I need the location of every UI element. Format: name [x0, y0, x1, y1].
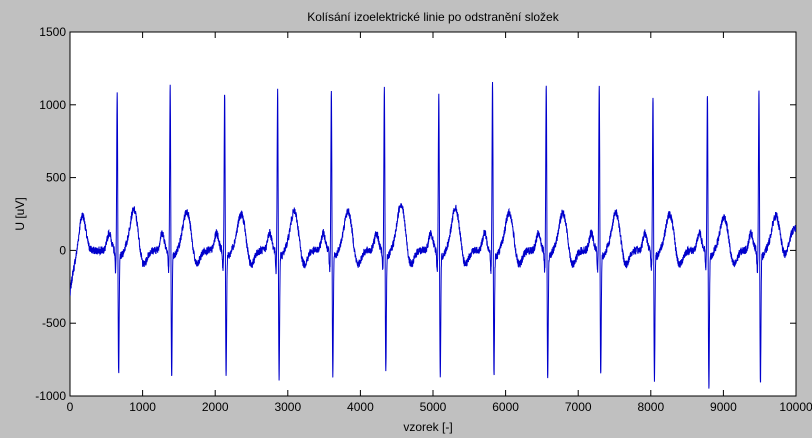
series-line: [70, 81, 796, 389]
x-tick-label: 9000: [710, 400, 737, 414]
x-tick-label: 2000: [202, 400, 229, 414]
x-tick-label: 1000: [129, 400, 156, 414]
y-axis-label: U [uV]: [13, 197, 27, 230]
x-tick-label: 3000: [274, 400, 301, 414]
y-tick-label: 500: [46, 171, 66, 185]
x-tick-label: 7000: [565, 400, 592, 414]
x-axis-label: vzorek [-]: [403, 420, 452, 434]
y-tick-label: 0: [59, 243, 66, 257]
x-tick-label: 5000: [420, 400, 447, 414]
y-tick-label: 1000: [39, 98, 66, 112]
x-tick-label: 0: [67, 400, 74, 414]
x-tick-label: 4000: [347, 400, 374, 414]
y-tick-label: 1500: [39, 25, 66, 39]
y-tick-label: -500: [42, 316, 66, 330]
axis-ticks: [69, 31, 797, 397]
x-tick-label: 8000: [637, 400, 664, 414]
x-tick-label: 6000: [492, 400, 519, 414]
x-tick-label: 10000: [779, 400, 812, 414]
y-tick-label: -1000: [35, 389, 66, 403]
plot-area: [69, 31, 797, 397]
axis-tick-labels: 0 1000 2000 3000 4000 5000 6000 7000 8000 9000 100…: [35, 25, 812, 414]
chart-title: Kolísání izoelektrické linie po odstraně…: [307, 10, 559, 24]
